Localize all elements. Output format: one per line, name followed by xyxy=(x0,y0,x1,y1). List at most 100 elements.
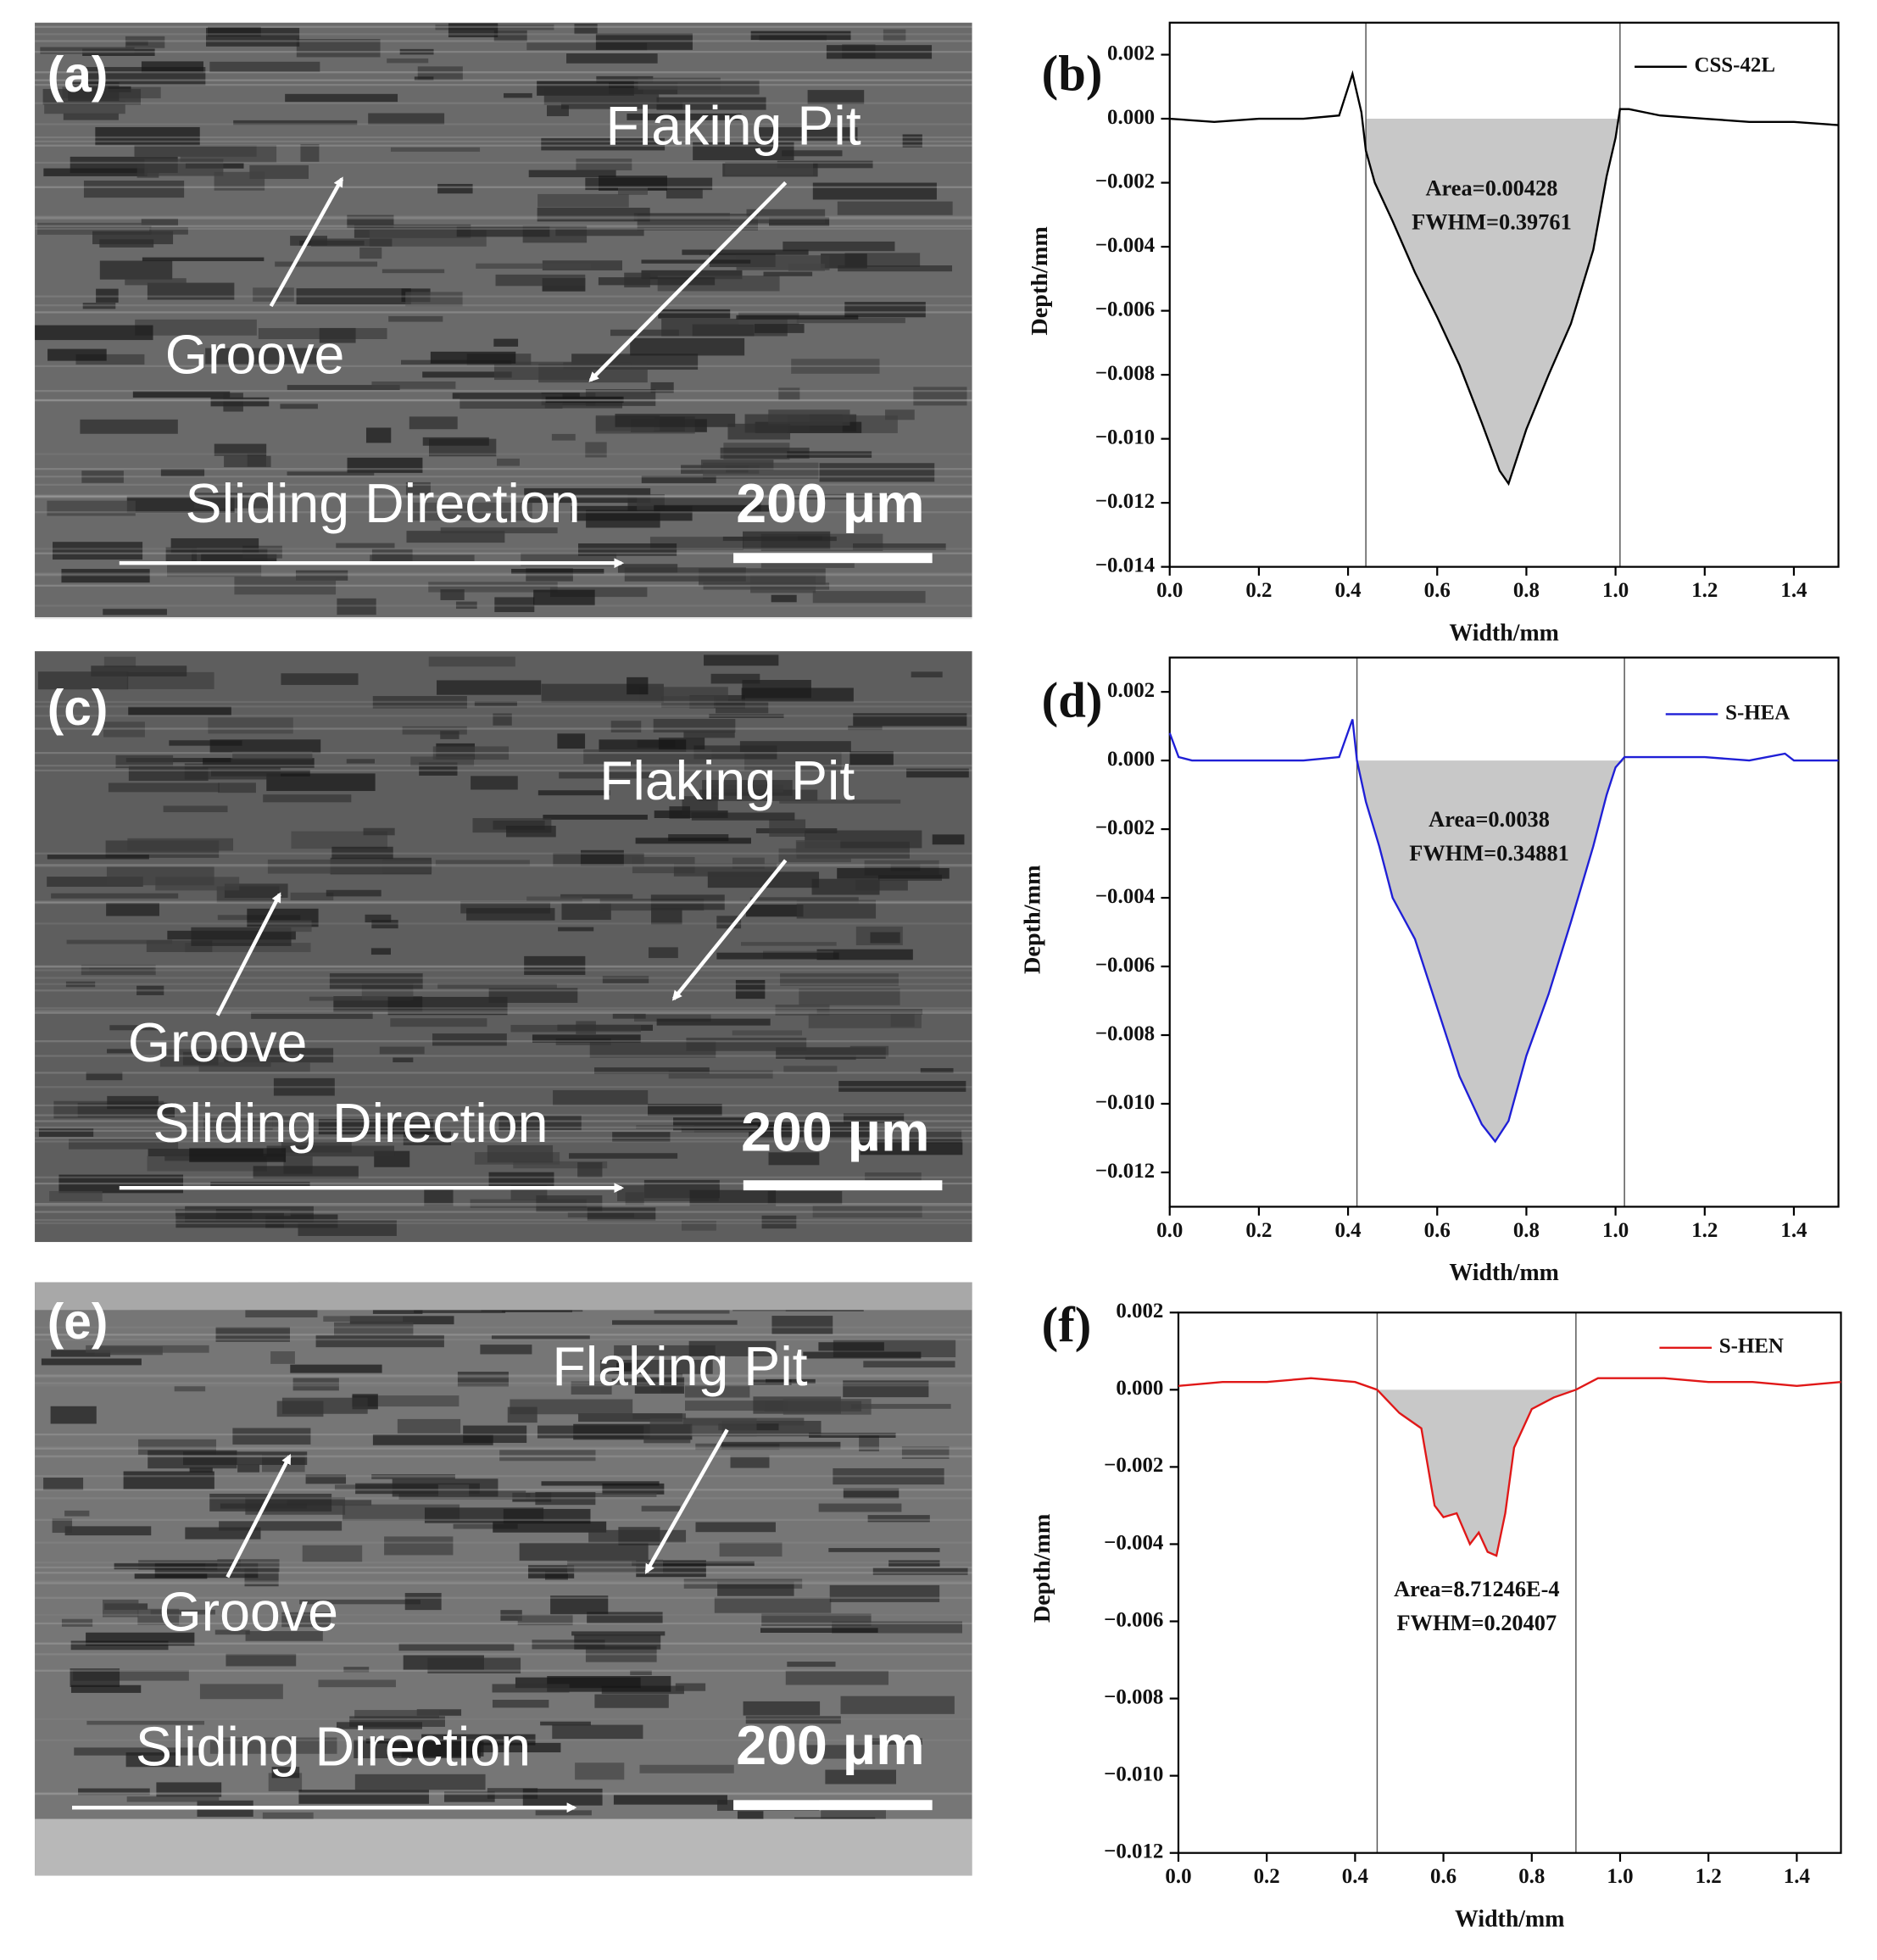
y-tick-label: −0.004 xyxy=(1095,885,1156,908)
sem-streak xyxy=(35,1007,972,1010)
sem-texture xyxy=(404,1593,442,1611)
panel-label: (c) xyxy=(47,680,109,736)
sem-texture xyxy=(833,1467,944,1485)
sem-texture xyxy=(849,1045,889,1057)
sem-texture xyxy=(471,776,518,790)
sem-streak xyxy=(35,900,972,903)
sem-texture xyxy=(136,985,164,995)
sem-texture xyxy=(675,1683,706,1691)
sem-texture xyxy=(870,932,900,944)
annotation: Area=8.71246E-4 xyxy=(1394,1576,1559,1601)
sem-texture xyxy=(287,385,400,391)
sem-texture xyxy=(589,1041,716,1058)
y-tick-label: −0.014 xyxy=(1095,554,1156,576)
sem-texture xyxy=(64,1510,90,1517)
sem-texture xyxy=(683,731,735,738)
sem-texture xyxy=(491,1335,590,1339)
sem-texture xyxy=(83,181,185,198)
sem-texture xyxy=(436,680,542,695)
sem-texture xyxy=(40,47,135,54)
sem-texture xyxy=(44,101,125,114)
sem-texture xyxy=(163,805,228,813)
sem-texture xyxy=(883,29,906,42)
sem-texture xyxy=(132,391,231,398)
sem-texture xyxy=(191,548,268,565)
sem-texture xyxy=(99,260,173,280)
sem-texture xyxy=(787,1662,836,1668)
sem-texture xyxy=(440,589,465,600)
sem-texture xyxy=(493,713,512,726)
sem-texture xyxy=(460,393,563,409)
sem-texture xyxy=(126,671,214,689)
sem-texture xyxy=(535,1810,592,1816)
sem-texture xyxy=(555,228,644,237)
sem-texture xyxy=(214,1629,250,1635)
sem-texture xyxy=(641,270,743,280)
sem-streak xyxy=(35,1433,972,1436)
sem-texture xyxy=(347,457,423,473)
sem-texture xyxy=(86,1720,205,1725)
sem-texture xyxy=(840,1696,955,1714)
sem-texture xyxy=(866,1738,922,1745)
sem-texture xyxy=(543,87,660,105)
sem-texture xyxy=(543,815,648,820)
sem-texture xyxy=(167,563,262,577)
plot-frame xyxy=(1168,656,1840,1208)
sem-texture xyxy=(537,790,610,796)
area-fill xyxy=(1377,1389,1576,1556)
sem-texture xyxy=(359,247,382,259)
sem-texture xyxy=(319,327,356,343)
sem-texture xyxy=(107,1049,136,1054)
sem-streak xyxy=(35,295,972,298)
sem-texture xyxy=(102,1600,139,1618)
sem-texture xyxy=(493,338,519,347)
sem-texture xyxy=(851,1404,951,1409)
sem-texture xyxy=(402,726,467,735)
sem-streak xyxy=(35,1104,972,1107)
sem-texture xyxy=(853,713,967,727)
scale-bar xyxy=(743,1180,943,1191)
sem-texture xyxy=(346,759,375,764)
sem-streak xyxy=(35,727,972,730)
sem-texture xyxy=(474,1742,561,1753)
sem-texture xyxy=(456,226,550,237)
sem-texture xyxy=(49,1190,103,1202)
x-tick-label: 1.2 xyxy=(1696,1865,1722,1888)
sem-texture xyxy=(107,1095,159,1110)
sem-texture xyxy=(280,404,318,409)
sliding-label: Sliding Direction xyxy=(153,1092,548,1154)
sem-image xyxy=(35,651,972,1243)
sem-texture xyxy=(365,914,392,923)
sem-texture xyxy=(273,1077,335,1096)
sem-texture xyxy=(371,920,398,929)
sem-texture xyxy=(437,183,473,194)
x-tick-label: 0.8 xyxy=(1518,1865,1545,1888)
sem-streak xyxy=(35,123,972,125)
sem-texture xyxy=(837,868,950,879)
sem-streak xyxy=(35,1211,972,1213)
sem-texture xyxy=(291,831,387,849)
sem-texture xyxy=(103,656,136,667)
sem-texture xyxy=(233,120,358,125)
sem-streak xyxy=(35,977,972,979)
sem-texture xyxy=(440,527,558,534)
sem-streak xyxy=(35,1382,972,1384)
sem-streak xyxy=(35,468,972,471)
sem-streak xyxy=(35,227,972,230)
sem-texture xyxy=(787,451,872,458)
sem-texture xyxy=(654,504,773,513)
sem-texture xyxy=(653,719,736,732)
x-tick-label: 0.2 xyxy=(1254,1865,1280,1888)
sem-texture xyxy=(354,1710,440,1719)
sem-streak xyxy=(35,25,972,28)
sem-texture xyxy=(198,1062,310,1072)
sem-texture xyxy=(745,905,804,917)
annotation: Area=0.00428 xyxy=(1426,175,1558,200)
sem-texture xyxy=(106,902,159,916)
sem-streak xyxy=(35,1793,972,1796)
sem-streak xyxy=(35,1182,972,1185)
sem-texture xyxy=(494,597,535,613)
sem-texture xyxy=(424,1507,544,1523)
sem-texture xyxy=(689,1189,777,1206)
